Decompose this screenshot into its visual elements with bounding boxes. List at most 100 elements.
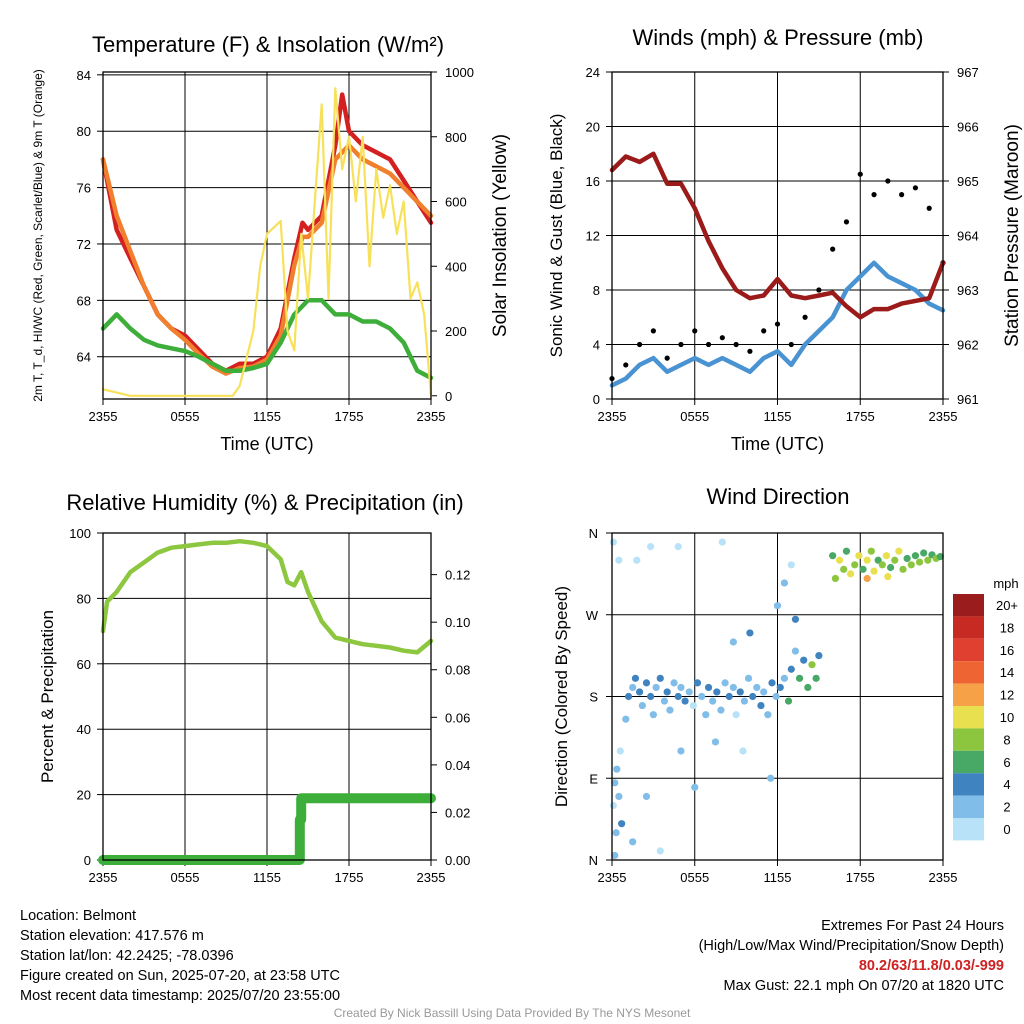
scatter-point [649, 711, 657, 719]
series-line-insolation [101, 87, 433, 397]
scatter-point [702, 711, 710, 719]
legend-swatch [953, 683, 984, 706]
x-tick-label: 2355 [417, 409, 446, 424]
y-left-tick-label: 80 [77, 124, 91, 139]
y-left-tick-label: 40 [77, 722, 91, 737]
panel-title: Temperature (F) & Insolation (W/m²) [92, 32, 444, 57]
y-tick-label: N [589, 853, 598, 868]
scatter-point [851, 561, 859, 569]
scatter-point [891, 556, 899, 564]
y-left-tick-label: 80 [77, 591, 91, 606]
y-left-tick-label: 20 [586, 120, 600, 135]
series-line-temperature-9m [100, 143, 434, 376]
series-line-sonic-wind [609, 260, 946, 388]
scatter-point [698, 692, 706, 701]
panel-3: Relative Humidity (%) & Precipitation (i… [38, 490, 470, 885]
scatter-point [829, 552, 837, 560]
scatter-point [791, 647, 800, 655]
scatter-point [663, 688, 671, 696]
plot-frame [102, 532, 432, 861]
panel-title: Wind Direction [706, 484, 849, 509]
scatter-point [709, 697, 717, 705]
x-tick-label: 2355 [598, 870, 627, 885]
scatter-point [739, 747, 747, 755]
scatter-point [677, 683, 685, 692]
scatter-point [787, 561, 795, 569]
scatter-point [882, 552, 891, 560]
extremes-subheading: (High/Low/Max Wind/Precipitation/Snow De… [698, 938, 1004, 954]
y-right-tick-label: 964 [957, 229, 979, 244]
scatter-point [635, 688, 644, 696]
scatter-point [863, 556, 871, 564]
scatter-point [718, 538, 726, 546]
y-right-tick-label: 965 [957, 174, 979, 189]
y-left-tick-label: 72 [77, 237, 91, 252]
station-info: Location: Belmont Station elevation: 417… [20, 906, 340, 1006]
legend-swatch [953, 773, 984, 796]
scatter-point [638, 701, 646, 710]
scatter-point [787, 665, 795, 673]
y-left-axis-label: Sonic Wind & Gust (Blue, Black) [547, 114, 566, 358]
x-tick-label: 0555 [171, 409, 200, 424]
scatter-point [780, 579, 788, 587]
gust-point [871, 192, 877, 198]
y-left-tick-label: 20 [77, 788, 91, 803]
y-left-tick-label: 84 [77, 68, 91, 83]
scatter-point [729, 638, 737, 646]
gust-point [705, 341, 712, 348]
legend-label: 18 [1000, 620, 1014, 635]
y-right-tick-label: 967 [957, 65, 979, 80]
y-right-tick-label: 0.00 [445, 853, 470, 868]
series-group [100, 87, 434, 397]
y-right-tick-label: 200 [445, 324, 467, 339]
scatter-point [795, 674, 804, 682]
scatter-point [874, 556, 882, 564]
scatter-points [609, 538, 944, 860]
y-left-tick-label: 100 [69, 526, 91, 541]
max-gust-text: Max Gust: 22.1 mph On 07/20 at 1820 UTC [723, 978, 1004, 994]
scatter-point [776, 683, 784, 692]
scatter-point [815, 652, 823, 660]
scatter-point [611, 851, 619, 860]
gust-point [926, 205, 932, 211]
extremes-info: Extremes For Past 24 Hours (High/Low/Max… [699, 916, 1004, 996]
scatter-point [746, 629, 754, 637]
gust-point [636, 341, 643, 348]
created-text: Figure created on Sun, 2025-07-20, at 23… [20, 968, 340, 984]
scatter-point [689, 701, 697, 710]
y-tick-label: N [589, 526, 598, 541]
scatter-point [920, 549, 928, 557]
scatter-point [835, 556, 844, 564]
scatter-point [863, 574, 871, 583]
legend-label: 12 [1000, 688, 1014, 703]
x-tick-label: 2355 [929, 409, 958, 424]
x-tick-label: 2355 [929, 870, 958, 885]
legend-label: 2 [1003, 800, 1010, 815]
series-line-relative-humidity [100, 538, 434, 655]
legend-swatch [953, 818, 984, 841]
y-right-tick-label: 0 [445, 389, 452, 404]
scatter-point [791, 615, 800, 623]
x-tick-label: 1155 [253, 870, 281, 885]
scatter-point [652, 683, 660, 692]
y-right-tick-label: 800 [445, 130, 467, 145]
gust-point [802, 314, 808, 320]
scatter-point [725, 692, 733, 701]
x-tick-label: 1755 [335, 409, 364, 424]
scatter-point [674, 543, 682, 551]
x-tick-label: 0555 [171, 870, 200, 885]
y-right-tick-label: 966 [957, 120, 979, 135]
x-tick-label: 2355 [89, 409, 118, 424]
legend-label: 0 [1003, 822, 1010, 837]
series-line-station-pressure [609, 151, 946, 320]
gust-point [857, 171, 863, 177]
y-left-tick-label: 64 [77, 350, 91, 365]
gust-point [692, 328, 698, 334]
scatter-point [760, 688, 768, 696]
gust-point [843, 219, 850, 225]
scatter-point [842, 547, 851, 555]
gust-point [733, 341, 739, 348]
scatter-point [622, 715, 630, 723]
location-text: Location: Belmont [20, 908, 137, 924]
y-right-tick-label: 0.08 [445, 663, 470, 678]
